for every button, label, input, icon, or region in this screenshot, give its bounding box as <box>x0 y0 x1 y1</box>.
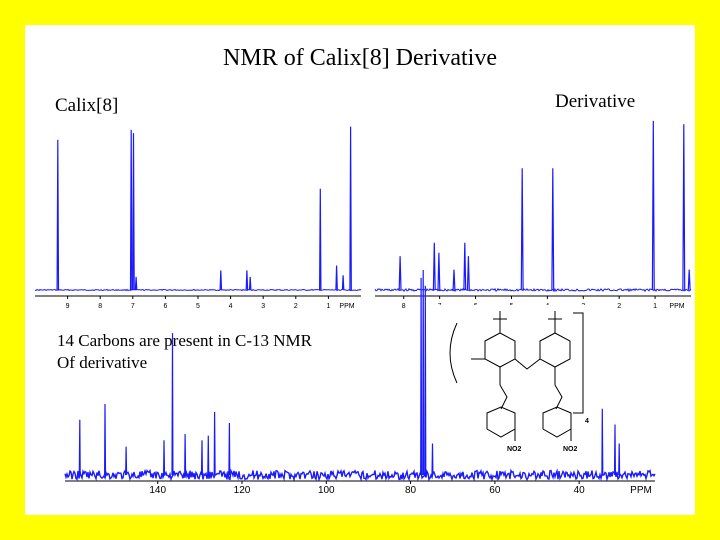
slide-title: NMR of Calix[8] Derivative <box>223 45 497 71</box>
spectrum-peak <box>163 440 166 476</box>
spectrum-peak <box>687 269 691 291</box>
spectrum-peak <box>125 446 128 476</box>
axis-tick-label: 1 <box>326 303 330 310</box>
axis-tick-label: 2 <box>294 303 298 310</box>
axis-tick-label: 120 <box>234 485 251 496</box>
axis-tick-label: 7 <box>131 303 135 310</box>
spectrum-peak <box>245 270 249 291</box>
spectrum-peak <box>132 133 135 291</box>
spectrum-peak <box>551 168 555 291</box>
spectrum-baseline <box>64 468 656 483</box>
axis-tick-label: 1 <box>653 303 657 310</box>
calix-label: Calix[8] <box>55 95 119 116</box>
spectrum-peak <box>618 443 621 476</box>
bracket-right-icon <box>573 312 584 414</box>
axis-unit-label: PPM <box>630 485 652 496</box>
spectrum-peak <box>248 276 252 291</box>
spectrum-peak <box>424 285 427 476</box>
axis-tick-label: 8 <box>402 303 406 310</box>
axis-tick-label: 60 <box>489 485 501 496</box>
spectrum-peak <box>431 443 434 476</box>
spectrum-baseline <box>35 288 362 292</box>
spectrum-peak <box>601 408 604 476</box>
axis-tick-label: 5 <box>196 303 200 310</box>
calix-h1-nmr-spectrum: 9 8 7 6 5 4 3 2 1 PPM <box>35 126 362 310</box>
spectrum-peak <box>228 422 231 476</box>
spectrum-peak <box>422 269 425 476</box>
spectrum-peak <box>341 275 345 291</box>
spectrum-peak <box>219 270 223 291</box>
axis-tick-label: 100 <box>318 485 335 496</box>
spectrum-peak <box>349 126 352 291</box>
carbon-caption: 14 Carbons are present in C-13 NMR Of de… <box>57 330 387 374</box>
axis-unit-label: PPM <box>669 303 684 310</box>
spectrum-peak <box>520 168 524 291</box>
axis-tick-label: 2 <box>617 303 621 310</box>
slide-canvas: NMR of Calix[8] Derivative Calix[8] Deri… <box>25 25 695 515</box>
spectrum-peak <box>184 433 187 476</box>
bracket-left-icon <box>449 322 458 384</box>
axis-tick-label: 8 <box>98 303 102 310</box>
axis-tick-label: 3 <box>261 303 265 310</box>
spectrum-peak <box>613 424 616 476</box>
spectrum-peak <box>452 269 456 291</box>
derivative-c13-nmr-spectrum: 140 120 100 80 60 40 PPM <box>64 269 656 496</box>
spectrum-peak <box>134 276 138 291</box>
spectrum-peak <box>651 120 655 291</box>
axis-tick-label: 9 <box>66 303 70 310</box>
nitro-right-label: NO2 <box>563 446 578 453</box>
spectrum-peak <box>432 242 436 291</box>
axis-tick-label: 6 <box>163 303 167 310</box>
spectrum-peak <box>466 256 470 291</box>
spectrum-peak <box>104 403 107 476</box>
axis-tick-label: 140 <box>149 485 166 496</box>
nitro-left-label: NO2 <box>507 446 522 453</box>
repeat-subscript: 4 <box>585 418 589 425</box>
spectrum-peak <box>398 256 402 291</box>
caption-line-2: Of derivative <box>57 353 148 372</box>
axis-tick-label: 80 <box>405 485 417 496</box>
spectrum-peak <box>56 139 60 291</box>
derivative-label: Derivative <box>555 91 636 112</box>
caption-line-1: 14 Carbons are present in C-13 NMR <box>57 331 312 350</box>
spectrum-peak <box>463 242 467 291</box>
spectrum-peak <box>129 129 133 291</box>
axis-tick-label: 4 <box>229 303 233 310</box>
spectrum-peak <box>420 277 423 476</box>
spectrum-peak <box>437 252 441 291</box>
spectrum-baseline <box>374 287 692 293</box>
spectrum-peak <box>319 188 322 291</box>
spectrum-peak <box>78 419 81 476</box>
axis-unit-label: PPM <box>339 303 354 310</box>
spectrum-peak <box>213 411 216 476</box>
spectrum-peak <box>682 124 686 291</box>
calixarene-derivative-structure: 4 NO2 NO2 <box>437 305 597 465</box>
spectrum-peak <box>171 333 174 476</box>
spectrum-peak <box>200 440 203 476</box>
axis-tick-label: 40 <box>574 485 586 496</box>
spectrum-peak <box>207 435 210 476</box>
spectrum-peak <box>335 265 338 291</box>
